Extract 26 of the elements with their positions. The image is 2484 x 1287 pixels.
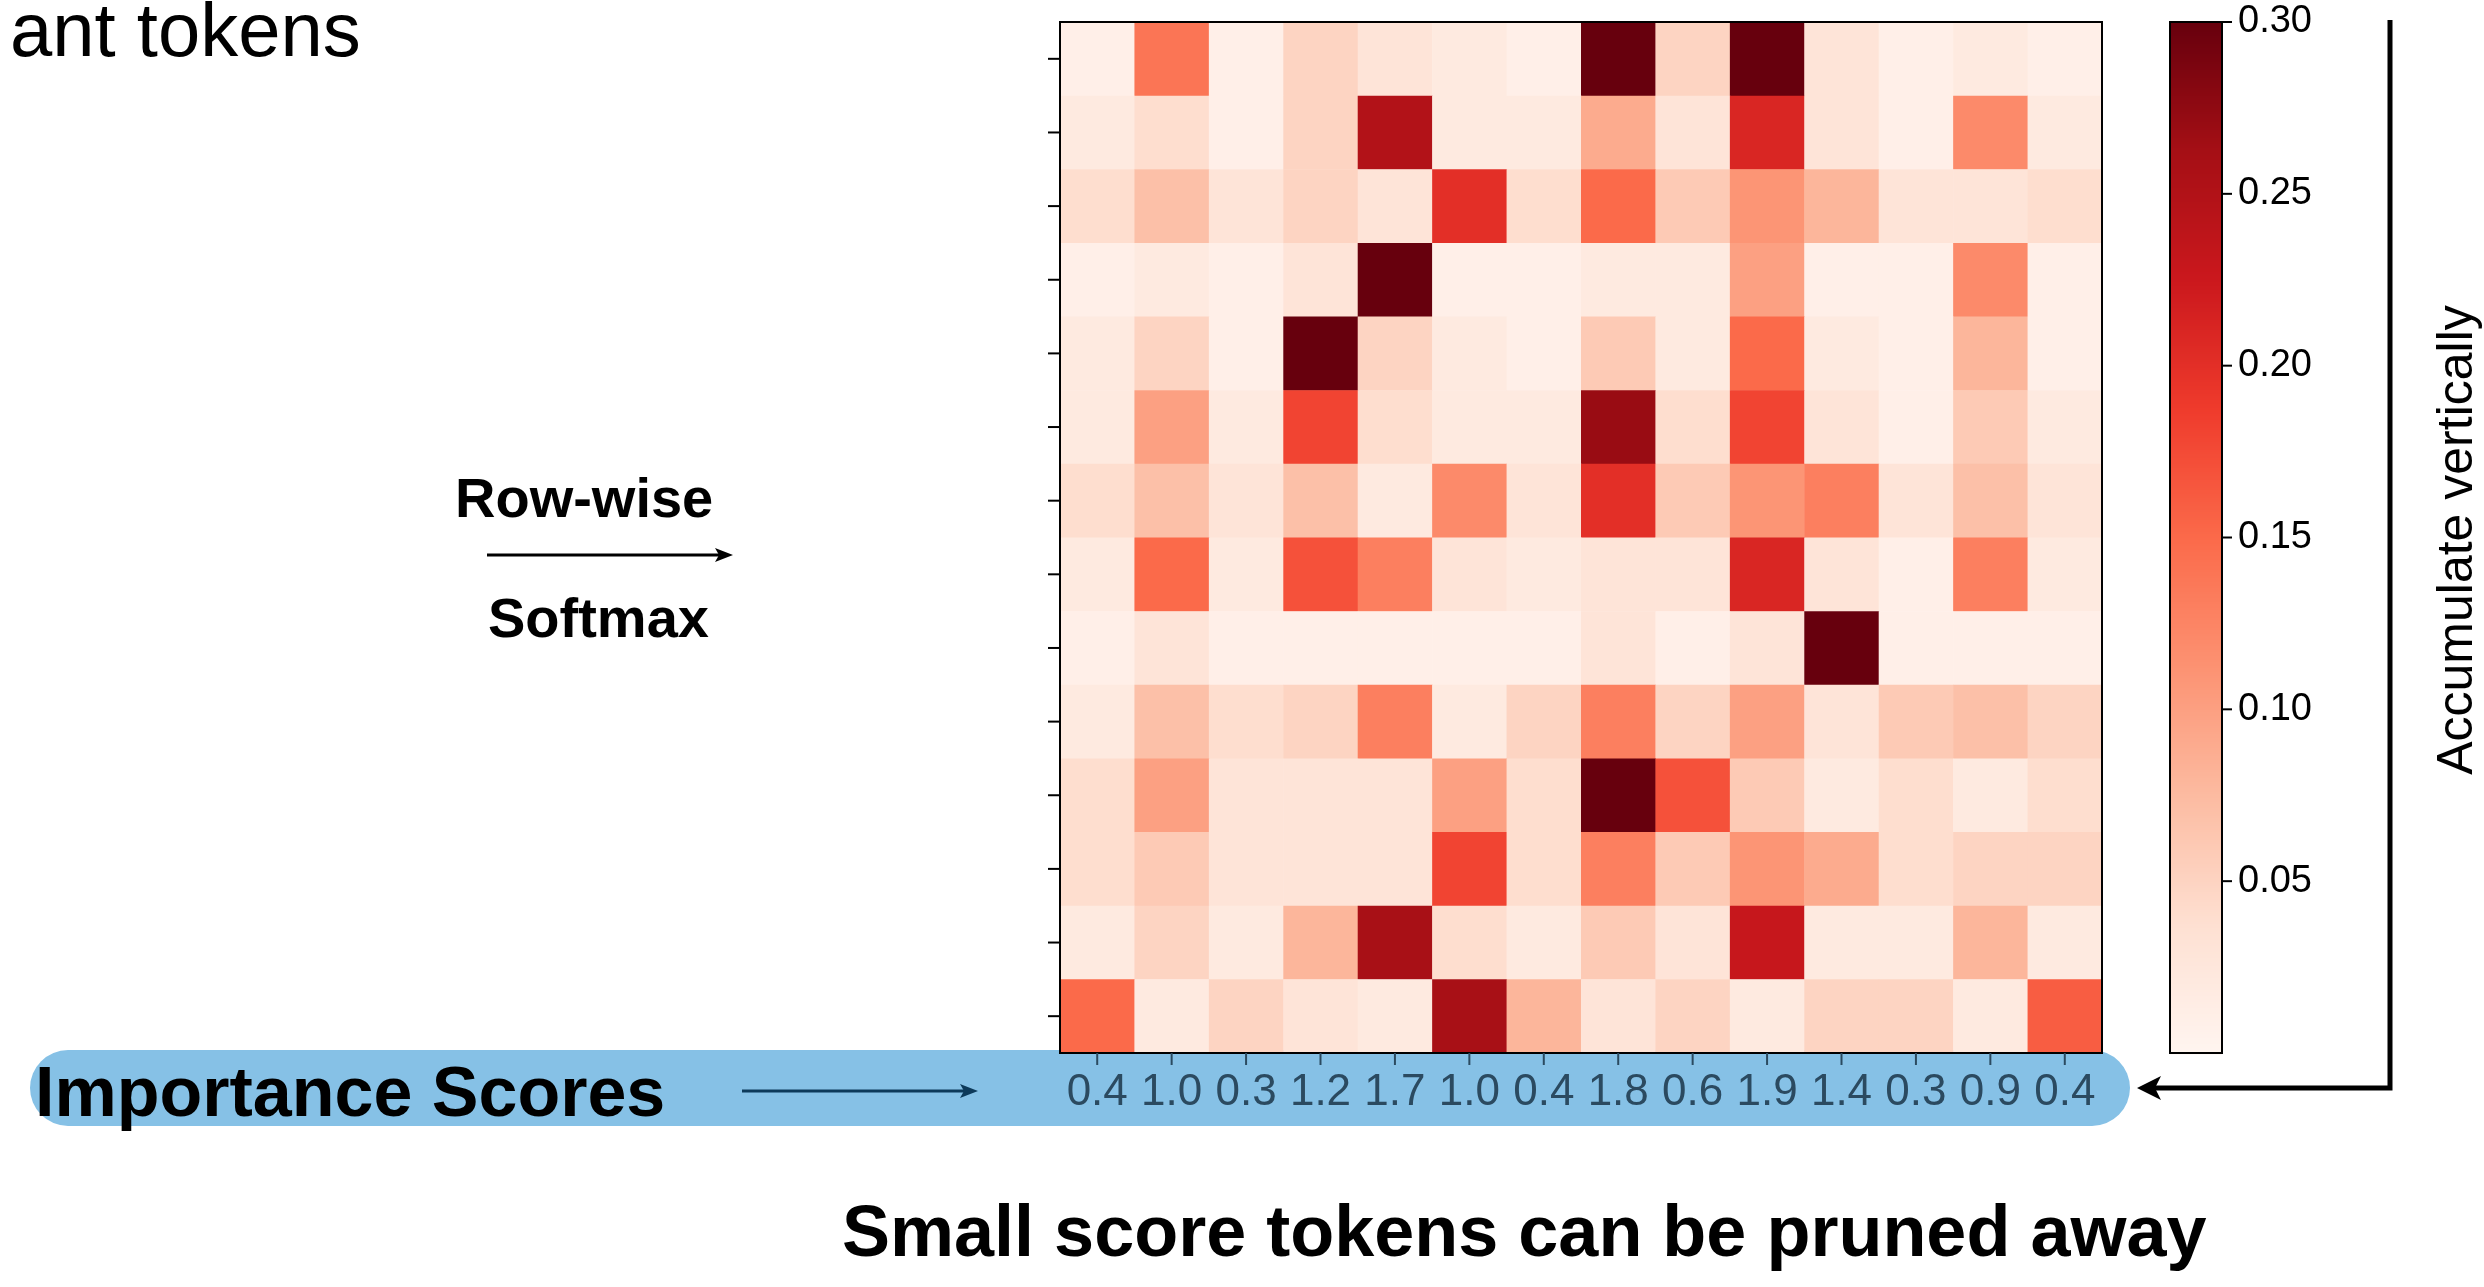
color-bar-label: 0.10 — [2238, 685, 2312, 728]
x-tick-label: 1.4 — [1810, 1065, 1873, 1115]
x-tick-label: 1.0 — [1141, 1065, 1203, 1115]
x-tick-label: 1.0 — [1438, 1065, 1500, 1115]
text: Importance Scores — [35, 1052, 666, 1132]
color-bar-label: 0.30 — [2238, 0, 2312, 41]
color-bar-label: 0.15 — [2238, 513, 2312, 556]
text: ant tokens — [10, 0, 361, 73]
x-tick-label: 1.9 — [1736, 1065, 1798, 1115]
x-tick-label: 0.3 — [1215, 1065, 1277, 1115]
color-bar-label: 0.20 — [2238, 342, 2312, 385]
text: Row-wise — [455, 465, 714, 530]
color-bar-label: 0.25 — [2238, 170, 2312, 213]
x-tick-label: 0.4 — [2034, 1065, 2096, 1115]
text: Softmax — [488, 585, 709, 650]
x-tick-label: 0.6 — [1662, 1065, 1724, 1115]
text: Accumulate vertically — [2426, 305, 2484, 775]
x-tick-label: 0.9 — [1959, 1065, 2021, 1115]
x-tick-label: 1.8 — [1587, 1065, 1649, 1115]
x-tick-label: 1.7 — [1364, 1065, 1426, 1115]
text: Small score tokens can be pruned away — [842, 1191, 2207, 1272]
x-tick-label: 0.4 — [1513, 1065, 1575, 1115]
color-bar-label: 0.05 — [2238, 857, 2312, 900]
x-tick-label: 0.4 — [1066, 1065, 1128, 1115]
x-tick-label: 0.3 — [1885, 1065, 1947, 1115]
x-tick-label: 1.2 — [1289, 1065, 1352, 1115]
